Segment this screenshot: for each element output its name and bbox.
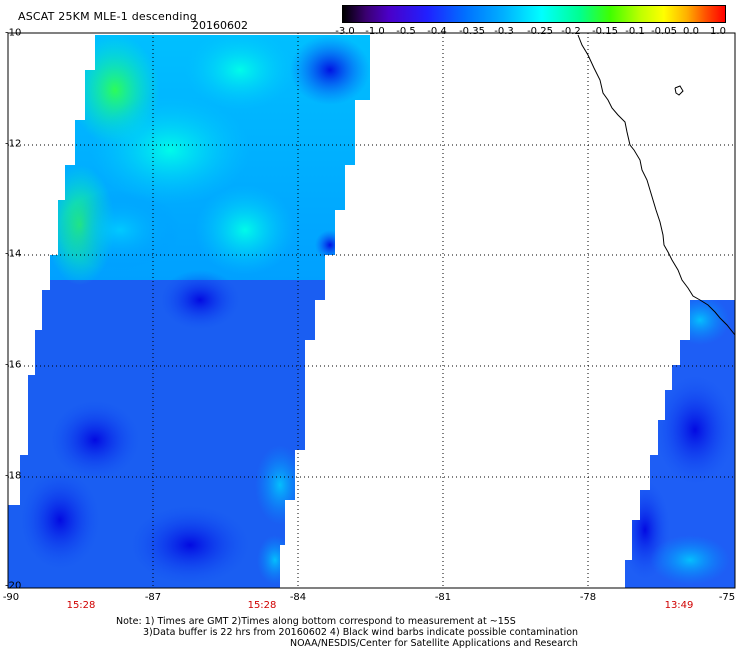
lon-label: -75 [718,592,736,603]
map-title: ASCAT 25KM MLE-1 descending [18,10,197,23]
colorbar-label: -0.5 [396,26,416,37]
graticule [8,33,735,588]
lat-label: -16 [5,359,22,371]
colorbar-label: -3.0 [335,26,355,37]
colorbar [342,5,726,23]
swath-time: 15:28 [247,600,277,611]
colorbar-label: -0.15 [592,26,618,37]
lon-label: -84 [289,592,307,603]
note-line-1: Note: 1) Times are GMT 2)Times along bot… [116,616,516,627]
lon-label: -78 [579,592,597,603]
lat-label: -12 [5,138,22,150]
colorbar-label: -0.2 [561,26,581,37]
lat-label: -20 [5,580,22,592]
colorbar-label: -0.1 [625,26,645,37]
colorbar-label: -0.25 [527,26,553,37]
colorbar-label: -0.35 [459,26,485,37]
colorbar-label: -0.05 [651,26,677,37]
coastline [577,34,736,336]
swath-right [625,300,735,588]
swath-left [8,35,370,588]
colorbar-label: -1.0 [365,26,385,37]
swath-time: 13:49 [664,600,694,611]
swath-time: 15:28 [66,600,96,611]
colorbar-label: 0.0 [683,26,699,37]
lat-label: -14 [5,248,22,260]
note-line-2: 3)Data buffer is 22 hrs from 20160602 4)… [143,627,579,638]
lat-label: -18 [5,470,22,482]
plot-frame [7,32,736,589]
lon-label: -81 [434,592,452,603]
colorbar-label: -0.4 [427,26,447,37]
colorbar-label: 1.0 [710,26,726,37]
lon-label: -90 [2,592,20,603]
colorbar-label: -0.3 [494,26,514,37]
lat-label: -10 [5,27,22,39]
lon-label: -87 [144,592,162,603]
map-date: 20160602 [192,19,248,32]
note-line-3: NOAA/NESDIS/Center for Satellite Applica… [290,638,578,649]
